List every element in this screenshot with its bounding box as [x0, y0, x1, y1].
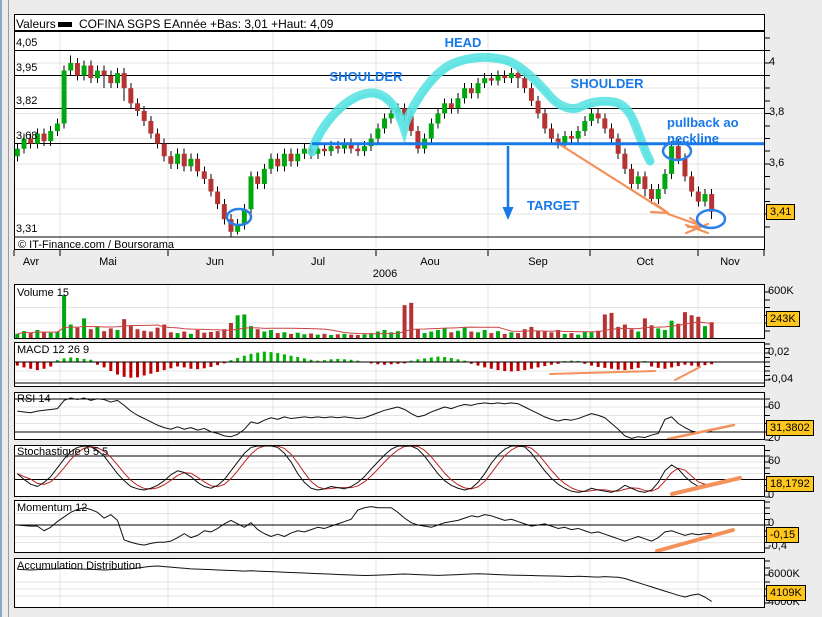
month-label-nov: Nov — [720, 256, 740, 268]
accumulation-panel — [14, 558, 765, 608]
head-annotation: HEAD — [444, 35, 482, 50]
blue-annotations — [225, 140, 764, 230]
price-label-405: 4,05 — [16, 37, 38, 49]
month-ticks — [13, 250, 765, 256]
watermark-credit: © IT-Finance.com / Boursorama — [18, 239, 175, 251]
macd-panel-title: MACD 12 26 9 — [17, 344, 90, 356]
rsi-panel — [14, 392, 765, 441]
month-label-jun: Jun — [206, 256, 224, 268]
month-label-mai: Mai — [99, 256, 117, 268]
stochastic-panel-title: Stochastique 9 5 5 — [17, 446, 109, 458]
accumulation-axis-label-6000k: 6000K — [768, 568, 800, 580]
volume-badge: 243K — [766, 311, 800, 327]
year-label: 2006 — [372, 268, 398, 280]
stochastic-axis-label-0: 0 — [768, 489, 775, 501]
stochastic-axis-label-60: 60 — [768, 455, 781, 467]
pullback-annotation-line1: pullback ao — [667, 115, 739, 130]
momentum-panel — [14, 500, 765, 553]
price-label-331: 3,31 — [16, 223, 38, 235]
month-label-avr: Avr — [22, 256, 40, 268]
macd-axis-label-low: -0,04 — [768, 373, 794, 385]
rsi-badge: 31,3802 — [766, 420, 814, 436]
candlesticks — [14, 55, 715, 237]
right-axis-label-38: 3,8 — [769, 106, 785, 118]
last-price-badge: 3,41 — [766, 204, 796, 220]
month-label-aou: Aou — [420, 256, 440, 268]
month-label-sep: Sep — [528, 256, 548, 268]
symbol-name: COFINA SGPS E — [79, 17, 172, 31]
header-valeurs-label: Valeurs — [16, 17, 56, 31]
volume-panel-title: Volume 15 — [17, 287, 69, 299]
rsi-panel-title: RSI 14 — [17, 393, 51, 405]
macd-panel — [14, 342, 765, 387]
main-price-panel — [14, 31, 765, 250]
accumulation-badge: 4109K — [766, 585, 806, 601]
price-label-382: 3,82 — [16, 95, 38, 107]
right-shoulder-annotation: SHOULDER — [570, 76, 644, 91]
momentum-badge: -0,15 — [766, 527, 800, 543]
orange-breakdown-arrows — [554, 140, 710, 235]
year-range-info: Année +Bas: 3,01 +Haut: 4,09 — [172, 17, 334, 31]
pullback-annotation-line2: neckline — [667, 131, 720, 146]
left-shoulder-annotation: SHOULDER — [329, 69, 403, 84]
head-and-shoulders-marker — [307, 52, 655, 166]
month-label-oct: Oct — [636, 256, 654, 268]
rsi-axis-label-60: 60 — [768, 400, 781, 412]
stochastic-panel — [14, 445, 765, 497]
month-label-jul: Jul — [310, 256, 326, 268]
momentum-panel-title: Momentum 12 — [17, 502, 88, 514]
price-label-368: 3,68 — [16, 130, 38, 142]
momentum-axis-label-0: 0 — [768, 517, 775, 529]
target-annotation: TARGET — [527, 198, 580, 213]
momentum-axis-label-neg04: -0,4 — [768, 540, 787, 552]
right-axis-label-36: 3,6 — [769, 157, 785, 169]
macd-axis-label-high: 0,02 — [768, 346, 790, 358]
volume-panel — [14, 284, 765, 339]
series-legend-swatch — [58, 22, 72, 27]
stochastic-badge: 18,1792 — [766, 476, 814, 492]
window-chrome — [0, 0, 9, 617]
accumulation-panel-title: Accumulation Distribution — [17, 560, 142, 572]
volume-axis-label: 600K — [768, 285, 794, 297]
right-axis-label-4: 4 — [769, 56, 776, 68]
price-label-395: 3,95 — [16, 62, 38, 74]
header-bar — [14, 14, 765, 31]
